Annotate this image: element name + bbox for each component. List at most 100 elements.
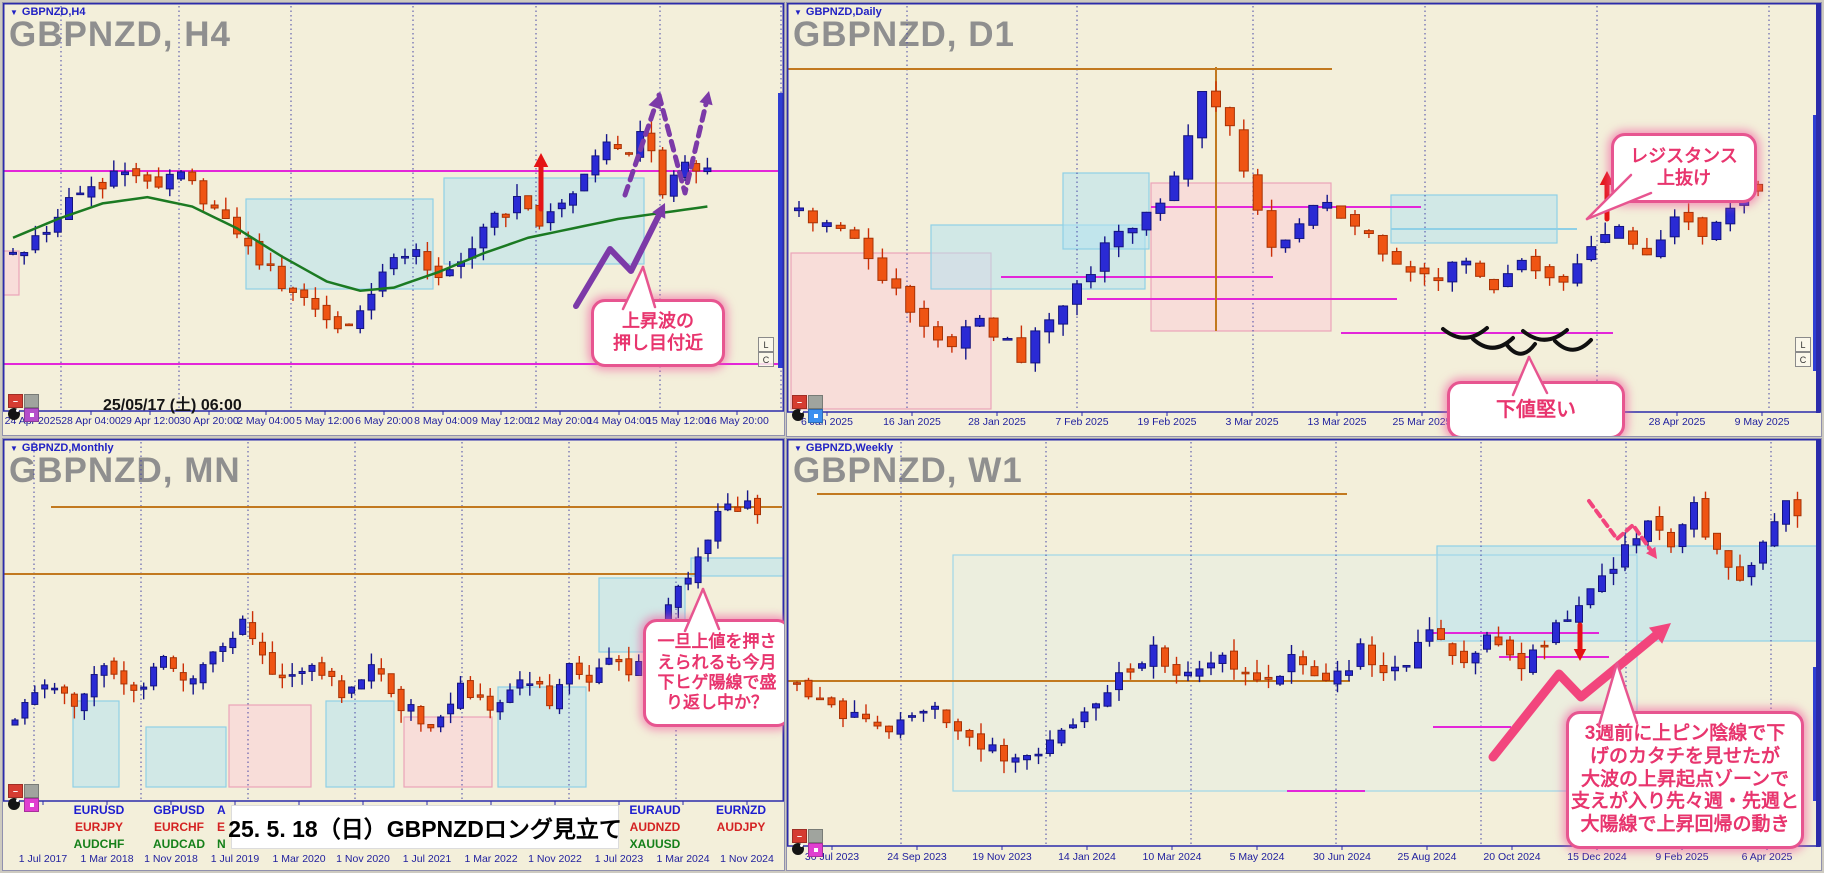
mn-symbol-menu[interactable]: ▼ GBPNZD,Monthly bbox=[10, 442, 114, 454]
indicator-accent-button[interactable] bbox=[24, 798, 39, 812]
w1-candlestick-chart[interactable] bbox=[787, 439, 1821, 870]
watchlist-symbol[interactable]: AUDJPY bbox=[716, 820, 766, 834]
mn-chart-area[interactable] bbox=[3, 439, 784, 870]
axis-label: 5 May 12:00 bbox=[296, 415, 354, 427]
watchlist-symbol[interactable]: GBPUSD bbox=[153, 803, 205, 817]
chevron-down-icon: ▼ bbox=[10, 443, 18, 453]
l-toggle-button[interactable]: L bbox=[758, 337, 774, 352]
candles bbox=[793, 491, 1802, 774]
price-zone bbox=[690, 557, 784, 577]
candles bbox=[11, 490, 761, 733]
indicator-circle-button[interactable] bbox=[8, 408, 20, 420]
d1-symbol-label: GBPNZD,Daily bbox=[805, 6, 882, 18]
annotation-line: げのカタチを見せたが bbox=[1589, 745, 1780, 767]
collapse-indicator-button[interactable] bbox=[24, 394, 39, 408]
price-zone bbox=[72, 700, 120, 788]
indicator-accent-button[interactable] bbox=[24, 408, 39, 422]
axis-label: 12 May 20:00 bbox=[528, 415, 592, 427]
axis-label: 1 Mar 2024 bbox=[656, 853, 710, 865]
h4-symbol-label: GBPNZD,H4 bbox=[21, 6, 86, 18]
chevron-down-icon: ▼ bbox=[794, 443, 802, 453]
annotation-line: 上抜け bbox=[1657, 168, 1711, 188]
axis-label: 9 May 2025 bbox=[1734, 416, 1790, 428]
w1-symbol-label: GBPNZD,Weekly bbox=[805, 442, 894, 454]
axis-label: 1 Nov 2022 bbox=[528, 853, 582, 865]
chart-window-d1: ▼ GBPNZD,Daily GBPNZD, D1 6 Jan 2025 16 J… bbox=[786, 2, 1822, 437]
axis-label: 1 Mar 2022 bbox=[464, 853, 518, 865]
axis-label: 16 Jan 2025 bbox=[883, 416, 941, 428]
watchlist-symbol[interactable]: AUDCAD bbox=[153, 837, 205, 851]
indicator-circle-button[interactable] bbox=[8, 798, 20, 810]
minimize-indicator-button[interactable]: – bbox=[792, 395, 807, 409]
d1-candlestick-chart[interactable] bbox=[787, 3, 1821, 436]
axis-label: 8 May 04:00 bbox=[414, 415, 472, 427]
annotation-line: 上昇波の bbox=[622, 311, 694, 332]
annotation-line: 支えが入り先々週・先週と bbox=[1570, 791, 1799, 813]
mn-watermark: GBPNZD, MN bbox=[9, 451, 241, 490]
axis-label: 25 Mar 2025 bbox=[1392, 416, 1452, 428]
collapse-indicator-button[interactable] bbox=[808, 829, 823, 843]
h4-chart-area[interactable] bbox=[3, 3, 784, 435]
annotation-line: えられるも今月 bbox=[657, 652, 777, 672]
axis-label: 16 May 20:00 bbox=[705, 415, 769, 427]
c-toggle-button[interactable]: C bbox=[1795, 352, 1811, 367]
d1-chart-area[interactable] bbox=[787, 3, 1821, 436]
minimize-indicator-button[interactable]: – bbox=[8, 394, 23, 408]
analysis-banner: 25. 5. 18（日）GBPNZDロング見立て bbox=[228, 805, 622, 849]
mn-candlestick-chart[interactable] bbox=[3, 439, 784, 870]
price-zone bbox=[145, 726, 227, 788]
moving-average-line bbox=[12, 195, 708, 293]
watchlist-symbol[interactable]: N bbox=[217, 837, 226, 851]
l-toggle-button[interactable]: L bbox=[1795, 337, 1811, 352]
w1-chart-area[interactable] bbox=[787, 439, 1821, 870]
minimize-indicator-button[interactable]: – bbox=[8, 784, 23, 798]
w1-symbol-menu[interactable]: ▼ GBPNZD,Weekly bbox=[794, 442, 893, 454]
d1-symbol-menu[interactable]: ▼ GBPNZD,Daily bbox=[794, 6, 882, 18]
axis-label: 1 Jul 2019 bbox=[210, 853, 260, 865]
annotation-line: レジスタンス bbox=[1630, 146, 1738, 167]
h4-candlestick-chart[interactable] bbox=[3, 3, 784, 435]
annotation-line: 3週前に上ピン陰線で下 bbox=[1584, 723, 1786, 744]
collapse-indicator-button[interactable] bbox=[808, 395, 823, 409]
support-swoosh bbox=[1505, 342, 1537, 356]
chart-window-mn: ▼ GBPNZD,Monthly GBPNZD, MN 25. 5. 18（日）… bbox=[2, 438, 785, 871]
watchlist-symbol[interactable]: A bbox=[217, 803, 226, 817]
watchlist-symbol[interactable]: EURUSD bbox=[73, 803, 125, 817]
d1-watermark: GBPNZD, D1 bbox=[793, 15, 1015, 54]
h4-watermark: GBPNZD, H4 bbox=[9, 15, 231, 54]
watchlist-symbol[interactable]: EURNZD bbox=[716, 803, 766, 817]
indicator-circle-button[interactable] bbox=[792, 843, 804, 855]
axis-label: 1 Mar 2018 bbox=[80, 853, 134, 865]
axis-label: 1 Jul 2021 bbox=[402, 853, 452, 865]
watchlist-symbol[interactable]: XAUUSD bbox=[629, 837, 681, 851]
price-zone bbox=[245, 198, 434, 290]
axis-label: 6 May 20:00 bbox=[355, 415, 413, 427]
indicator-accent-button[interactable] bbox=[808, 409, 823, 423]
chart-window-w1: ▼ GBPNZD,Weekly GBPNZD, W1 30 Jul 2023 24… bbox=[786, 438, 1822, 871]
price-zone bbox=[1062, 172, 1150, 250]
watchlist-symbol[interactable]: EURAUD bbox=[629, 803, 681, 817]
price-zone bbox=[3, 250, 20, 296]
watchlist-symbol[interactable]: EURCHF bbox=[154, 820, 204, 834]
annotation-line: 押し目付近 bbox=[613, 333, 703, 353]
c-toggle-button[interactable]: C bbox=[758, 352, 774, 367]
watchlist-symbol[interactable]: AUDNZD bbox=[629, 820, 681, 834]
collapse-indicator-button[interactable] bbox=[24, 784, 39, 798]
annotation-bubble: レジスタンス 上抜け bbox=[1611, 133, 1757, 203]
axis-label: 30 Jun 2024 bbox=[1313, 851, 1371, 863]
axis-label: 25 Aug 2024 bbox=[1397, 851, 1457, 863]
price-zone bbox=[952, 554, 1638, 792]
axis-label: 28 Apr 2025 bbox=[1648, 416, 1706, 428]
price-zone bbox=[228, 704, 312, 788]
watchlist-symbol[interactable]: AUDCHF bbox=[73, 837, 125, 851]
watchlist-symbol[interactable]: E bbox=[217, 820, 226, 834]
annotation-bubble: 一旦上値を押さ えられるも今月 下ヒゲ陽線で盛 り返し中か？ bbox=[643, 619, 784, 727]
watchlist-symbol[interactable]: EURJPY bbox=[74, 820, 124, 834]
axis-label: 1 Nov 2018 bbox=[144, 853, 198, 865]
indicator-circle-button[interactable] bbox=[792, 409, 804, 421]
indicator-accent-button[interactable] bbox=[808, 843, 823, 857]
minimize-indicator-button[interactable]: – bbox=[792, 829, 807, 843]
annotation-line: 下ヒゲ陽線で盛 bbox=[657, 673, 777, 692]
h4-annotation-timestamp: 25/05/17 (土) 06:00 bbox=[103, 397, 242, 414]
h4-symbol-menu[interactable]: ▼ GBPNZD,H4 bbox=[10, 6, 85, 18]
